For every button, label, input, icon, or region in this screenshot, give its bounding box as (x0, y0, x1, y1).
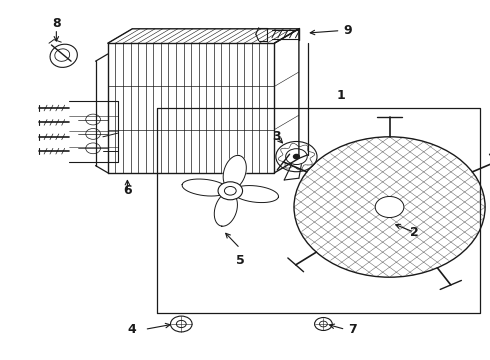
Text: 4: 4 (128, 323, 137, 336)
Polygon shape (182, 179, 228, 196)
Circle shape (286, 149, 307, 165)
Text: 2: 2 (410, 226, 418, 239)
Text: 3: 3 (272, 130, 281, 143)
Ellipse shape (55, 49, 70, 61)
Circle shape (276, 141, 317, 172)
Circle shape (176, 320, 186, 328)
Circle shape (375, 197, 404, 217)
Circle shape (315, 318, 332, 330)
Circle shape (171, 316, 192, 332)
Circle shape (294, 154, 299, 159)
Text: 1: 1 (336, 89, 345, 102)
Polygon shape (223, 156, 246, 189)
Circle shape (224, 186, 236, 195)
Text: 5: 5 (236, 255, 245, 267)
Text: 7: 7 (348, 323, 357, 336)
Polygon shape (233, 185, 278, 203)
Circle shape (319, 321, 327, 327)
Ellipse shape (50, 44, 77, 67)
Text: 8: 8 (52, 17, 61, 30)
Text: 6: 6 (123, 184, 132, 197)
Polygon shape (214, 193, 238, 226)
Text: 9: 9 (343, 24, 352, 37)
Circle shape (218, 182, 243, 200)
